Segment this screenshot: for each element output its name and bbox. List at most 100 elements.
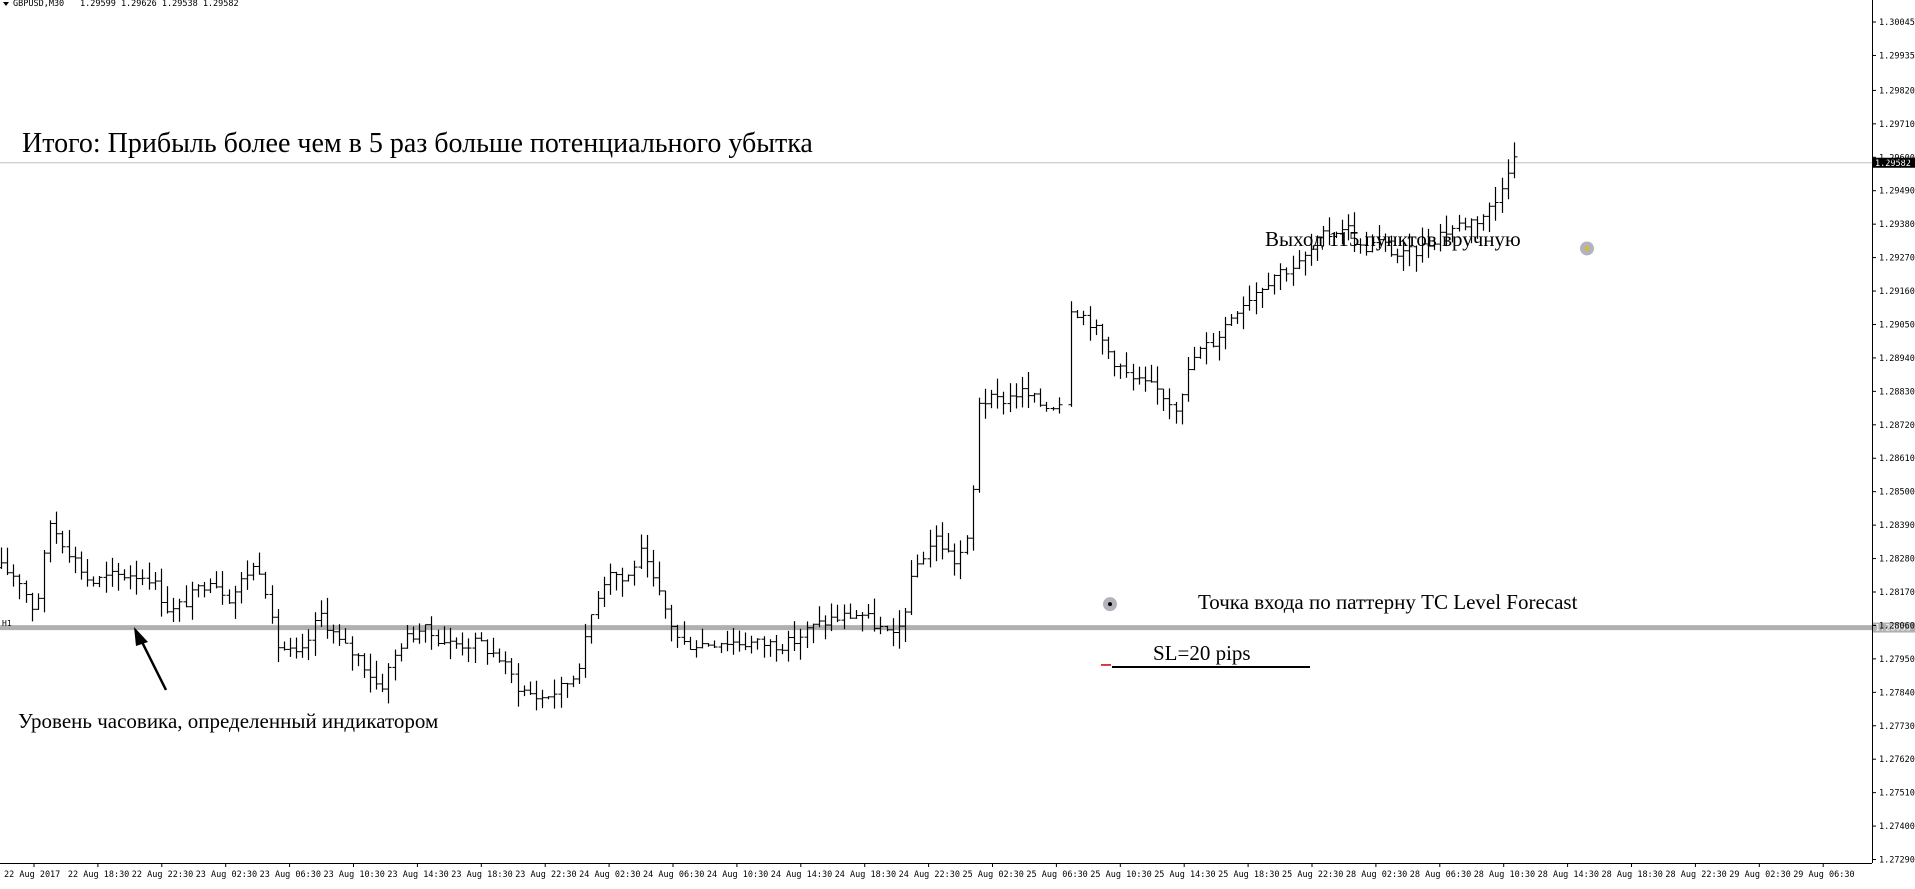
ohlc-bar (1130, 363, 1137, 391)
ohlc-bar (1007, 383, 1014, 413)
ohlc-bar (1382, 233, 1389, 252)
ohlc-bar (232, 585, 239, 619)
ohlc-bar (939, 522, 946, 560)
ohlc-bar (797, 628, 804, 660)
ohlc-bar (183, 585, 190, 608)
time-tick-label: 24 Aug 10:30 (707, 870, 768, 880)
ohlc-bar (435, 629, 442, 647)
time-tick-label: 23 Aug 06:30 (260, 870, 321, 880)
ohlc-bar (1074, 309, 1081, 319)
time-tick-label: 24 Aug 02:30 (579, 870, 640, 880)
ohlc-bar (890, 618, 897, 647)
ohlc-bar (453, 637, 460, 649)
ohlc-bar (705, 643, 712, 647)
ohlc-bar (1308, 233, 1315, 266)
ohlc-bar (1259, 287, 1266, 308)
current-price-badge (1873, 157, 1915, 168)
ohlc-bar (133, 560, 140, 595)
ohlc-bar (988, 389, 995, 409)
ohlc-bar (1277, 263, 1284, 291)
ohlc-bar (1246, 285, 1253, 311)
ohlc-bar (1492, 186, 1499, 221)
ohlc-bar (1357, 238, 1364, 254)
ohlc-bar (1068, 301, 1075, 407)
ohlc-bar (884, 625, 891, 632)
ohlc-bar (681, 621, 688, 645)
ohlc-bar (1425, 228, 1432, 258)
ohlc-readout: 1.29599 1.29626 1.29538 1.29582 (80, 0, 239, 9)
ohlc-bar (1025, 372, 1032, 408)
ohlc-bar (1154, 366, 1161, 405)
ohlc-bar (1296, 250, 1303, 270)
ohlc-bar (816, 606, 823, 628)
price-tick-label: 1.28060 (1879, 621, 1915, 631)
ohlc-bar (1419, 227, 1426, 263)
h1-level-tag: H1 (2, 619, 12, 628)
ohlc-bar (853, 610, 860, 619)
ohlc-bar (902, 607, 909, 643)
ohlc-bar (189, 581, 196, 620)
ohlc-bar (699, 628, 706, 649)
time-tick-label: 22 Aug 22:30 (132, 870, 193, 880)
ohlc-bar (687, 636, 694, 651)
ohlc-bar (1265, 272, 1272, 290)
ohlc-bar (29, 592, 36, 622)
ohlc-bar (508, 658, 515, 684)
ohlc-bar (4, 547, 11, 576)
price-tick-label: 1.28280 (1879, 555, 1915, 565)
ohlc-bar (90, 576, 97, 587)
ohlc-bar (668, 604, 675, 642)
time-tick-label: 29 Aug 06:30 (1793, 870, 1854, 880)
ohlc-bar (1087, 306, 1094, 341)
summary-title: Итого: Прибыль более чем в 5 раз больше … (22, 128, 813, 159)
ohlc-bar (539, 689, 546, 709)
ohlc-bar (201, 581, 208, 598)
ohlc-bar (23, 580, 30, 603)
ohlc-bar (570, 675, 577, 688)
price-tick-label: 1.29820 (1879, 86, 1915, 96)
ohlc-bar (146, 562, 153, 590)
ohlc-bar (1271, 274, 1278, 295)
ohlc-bar (1326, 217, 1333, 246)
ohlc-bar (785, 630, 792, 662)
ohlc-bar (945, 532, 952, 553)
ohlc-bar (730, 628, 737, 655)
price-tick-label: 1.28170 (1879, 588, 1915, 598)
ohlc-bar (1333, 231, 1340, 239)
time-tick-label: 25 Aug 10:30 (1090, 870, 1151, 880)
ohlc-bar (10, 564, 17, 587)
ohlc-bar (951, 543, 958, 576)
ohlc-bar (1037, 388, 1044, 407)
exit-dot (1585, 246, 1589, 251)
ohlc-bar (521, 685, 528, 697)
level-arrow (134, 627, 168, 691)
ohlc-bar (226, 589, 233, 604)
exit-annotation: Выход 115 пунктов вручную (1265, 227, 1521, 251)
ohlc-bar (1468, 218, 1475, 244)
ohlc-bar (761, 636, 768, 658)
ohlc-bar (1283, 267, 1290, 282)
ohlc-bar (379, 673, 386, 693)
ohlc-bar (970, 485, 977, 551)
h1-level-badge (1873, 622, 1915, 633)
ohlc-bar (78, 551, 85, 580)
ohlc-bar (1173, 401, 1180, 424)
ohlc-bar (1394, 248, 1401, 264)
stoploss-annotation: SL=20 pips (1153, 641, 1251, 665)
price-tick-label: 1.27400 (1879, 822, 1915, 832)
ohlc-bar (773, 634, 780, 662)
ohlc-bar (1431, 239, 1438, 251)
ohlc-bar (250, 562, 257, 581)
ohlc-bar (631, 560, 638, 586)
dropdown-triangle-icon[interactable] (3, 2, 9, 6)
ohlc-bar (1191, 346, 1198, 371)
ohlc-bars (0, 142, 1518, 711)
ohlc-bar (441, 626, 448, 645)
ohlc-bar (724, 630, 731, 652)
time-tick-label: 28 Aug 10:30 (1474, 870, 1535, 880)
ohlc-bar (115, 562, 122, 591)
ohlc-bar (361, 653, 368, 678)
ohlc-bar (607, 563, 614, 595)
ohlc-bar (1253, 282, 1260, 315)
